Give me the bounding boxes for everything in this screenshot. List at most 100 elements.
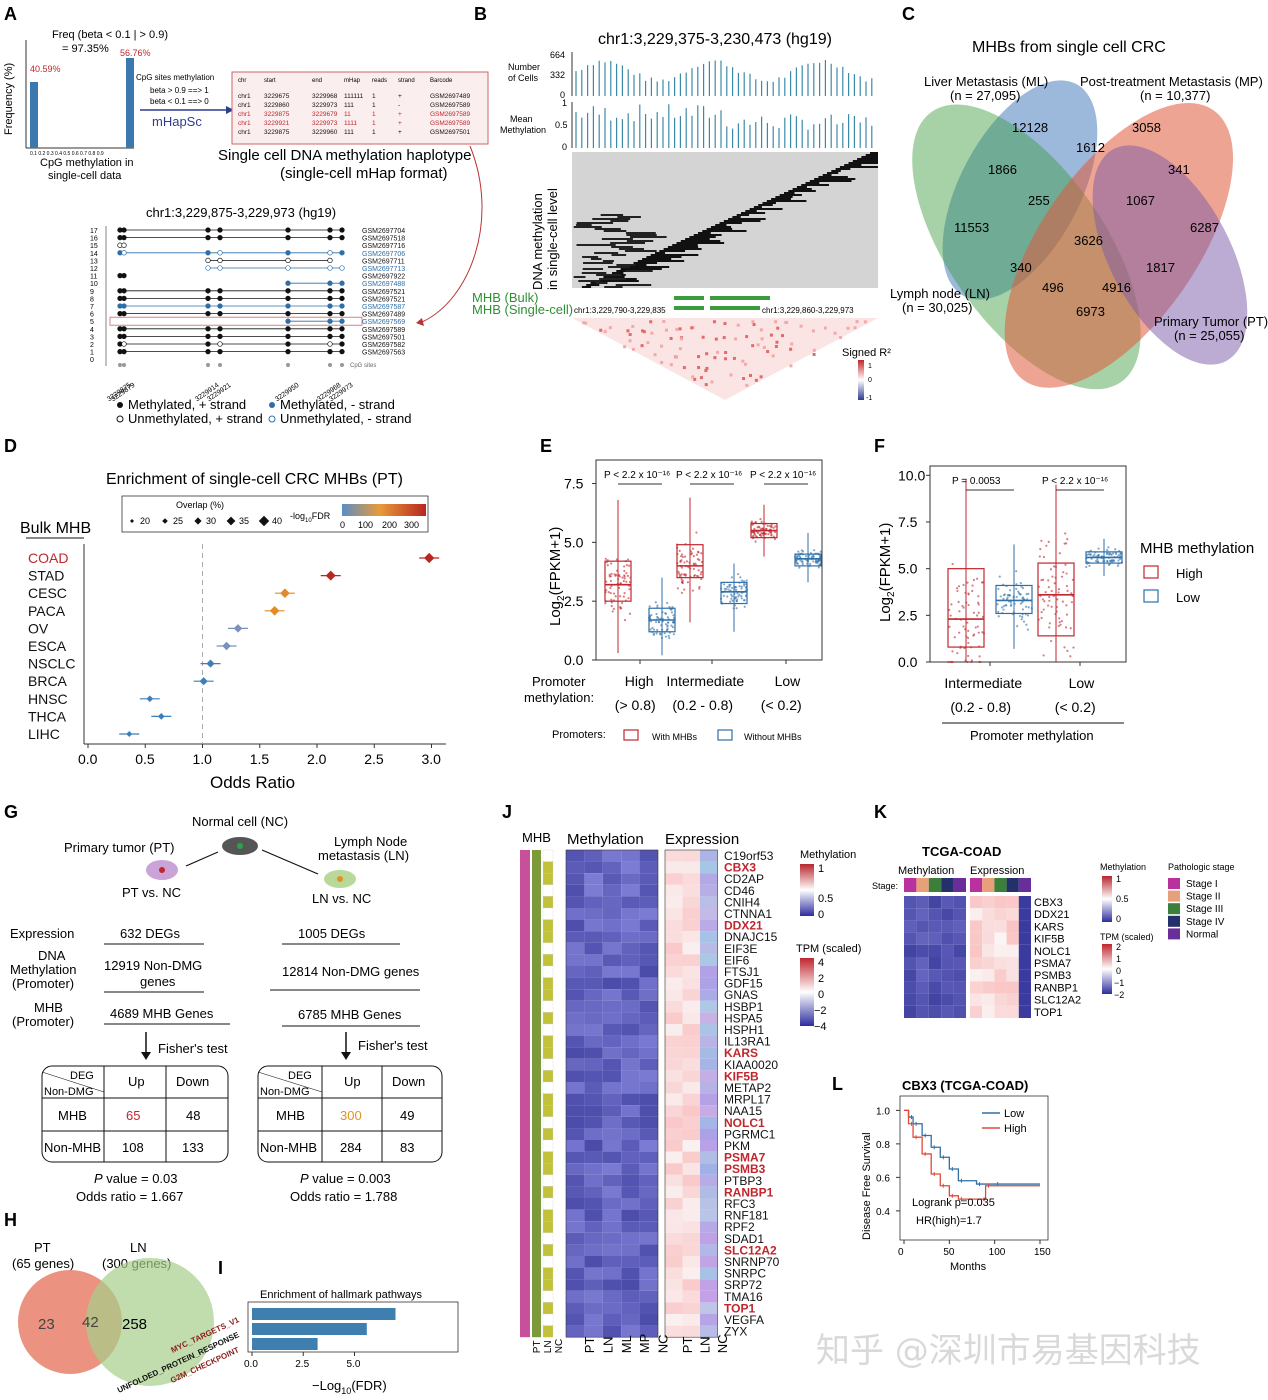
ld-cell: [756, 343, 760, 347]
jitter-point: [958, 631, 961, 634]
jitter-point: [770, 525, 773, 528]
k-gene-label: NOLC1: [1034, 946, 1071, 958]
expr-cell: [665, 1093, 683, 1106]
i-xlabel: −Log10(FDR): [312, 1378, 387, 1396]
ld-cell: [771, 354, 775, 358]
k-meth-cell: [941, 969, 954, 982]
km-curve: [904, 1109, 1040, 1200]
g-ln-val: 83: [400, 1140, 414, 1155]
jitter-point: [801, 561, 804, 564]
jitter-point: [743, 584, 746, 587]
expr-cell: [682, 1314, 700, 1326]
g-ln-2: metastasis (LN): [318, 848, 409, 863]
table-cell: 111: [344, 129, 354, 136]
cpg-dot: [217, 288, 223, 294]
row-number: 2: [90, 342, 94, 349]
jitter-point: [1020, 618, 1023, 621]
d-size-legend: 20 25 30 35 40: [130, 515, 282, 527]
cpg-dot: [205, 348, 211, 355]
meth-cell: [602, 1267, 622, 1280]
jitter-point: [1048, 622, 1051, 625]
k-stage-swatch: [1168, 903, 1180, 915]
k-meth-cell: [928, 981, 942, 994]
venn-counts: 12128 3058 1612 1866 341 255 1067 11553 …: [954, 120, 1219, 319]
k-meth-cell: [941, 908, 954, 921]
heat-row: [594, 280, 639, 282]
meth-cell: [602, 1035, 622, 1048]
expr-cell: [665, 1128, 683, 1140]
jitter-point: [677, 570, 680, 573]
gene-label: SNRNP70: [724, 1255, 780, 1269]
expr-cell: [682, 1302, 700, 1314]
jitter-point: [816, 559, 820, 562]
meth-cell: [621, 1163, 640, 1175]
j-meth-legend: Methylation: [800, 849, 856, 861]
jitter-point: [1047, 579, 1050, 582]
g-ln-tbl-up: Up: [344, 1074, 361, 1089]
jitter-point: [812, 560, 815, 563]
gene-label: SNRPC: [724, 1267, 766, 1281]
meth-cell: [621, 942, 640, 955]
mhb-nc-cell: [542, 1255, 554, 1268]
d-point: [126, 731, 133, 737]
l-ylabel: Disease Free Survival: [861, 1132, 873, 1240]
category-sub: (< 0.2): [761, 697, 802, 713]
cpg-dot: [205, 341, 211, 347]
jitter-point: [956, 652, 959, 655]
h-only-pt: 23: [38, 1316, 55, 1333]
meth-cell: [566, 1256, 585, 1268]
jitter-point: [623, 577, 626, 580]
jitter-point: [1116, 564, 1120, 567]
meth-cell: [566, 954, 585, 966]
meth-cell: [621, 919, 640, 932]
expr-cell: [682, 908, 700, 920]
jitter-point: [1117, 559, 1120, 562]
expr-cell: [665, 1314, 683, 1326]
cpg-dot: [327, 280, 333, 286]
ld-cell: [669, 336, 673, 340]
f-xlabel: Promoter methylation: [970, 728, 1094, 743]
jitter-point: [666, 601, 669, 605]
meth-cell: [602, 1256, 622, 1268]
jitter-point: [962, 606, 965, 609]
expr-cell: [700, 989, 718, 1001]
ld-cell: [780, 334, 784, 338]
sample-label: GSM2697704: [362, 228, 405, 235]
meth-cell: [621, 954, 640, 966]
meth-cell: [602, 1151, 622, 1164]
mhb-nc-cell: [542, 954, 554, 967]
row-number: 3: [90, 334, 94, 341]
jitter-point: [819, 550, 822, 553]
expr-cell: [682, 1012, 700, 1024]
d-category: PACA: [28, 603, 66, 619]
cpg-dot: [285, 318, 291, 324]
mhb-nc-cell: [542, 1232, 554, 1245]
d-size-key: [162, 518, 168, 524]
cpg-dot: [121, 326, 127, 332]
heat-row: [637, 260, 685, 262]
jitter-point: [972, 634, 975, 637]
jitter-point: [740, 587, 743, 590]
jitter-point: [1065, 613, 1069, 616]
expr-cell: [665, 873, 683, 885]
ld-cell: [722, 336, 726, 340]
jitter-point: [1021, 615, 1024, 619]
meth-cell: [566, 1221, 585, 1233]
d-point: [280, 588, 290, 598]
jitter-point: [700, 552, 703, 555]
jitter-point: [628, 612, 632, 615]
jitter-point: [1114, 552, 1118, 555]
k-expr-cell: [982, 1005, 995, 1018]
k-meth-cell: [941, 1005, 954, 1018]
d-fdr-tick: 100: [358, 520, 373, 530]
jitter-point: [971, 584, 974, 587]
jitter-point: [1097, 554, 1100, 557]
heat-row: [749, 208, 783, 210]
g-pt-tbl-up: Up: [128, 1074, 145, 1089]
meth-cell: [584, 942, 603, 955]
mhb-nc-cell: [542, 1244, 554, 1257]
cpg-dot: [217, 227, 223, 233]
l-ytick-label: 0.6: [876, 1173, 890, 1184]
mhb-nc-cell: [542, 1012, 554, 1025]
cpg-dot: [121, 288, 127, 294]
